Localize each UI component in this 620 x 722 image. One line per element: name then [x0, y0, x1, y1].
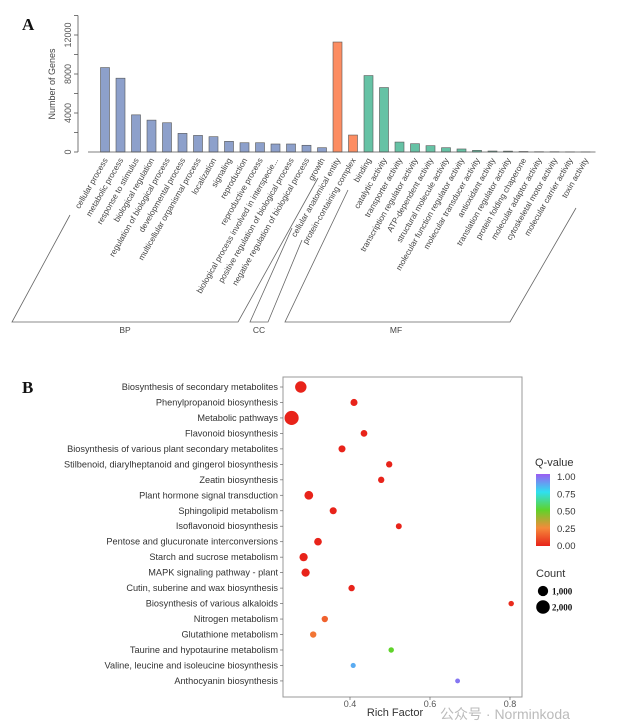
- bar-bp: [286, 143, 296, 153]
- pathway-label: Flavonoid biosynthesis: [185, 428, 278, 438]
- group-bracket: [249, 227, 303, 323]
- group-label: MF: [390, 325, 402, 335]
- pathway-label: Glutathione metabolism: [181, 630, 278, 640]
- bar-bp: [177, 133, 188, 153]
- y-tick-label: 4000: [63, 103, 73, 123]
- y-tick-label: 0: [63, 149, 73, 154]
- pathway-label: Zeatin biosynthesis: [199, 475, 278, 485]
- pathway-point: [295, 381, 307, 393]
- panel-label-a: A: [22, 15, 35, 34]
- pathway-label: Starch and sucrose metabolism: [149, 552, 278, 562]
- y-axis-title: Number of Genes: [47, 48, 57, 120]
- pathway-label: Cutin, suberine and wax biosynthesis: [126, 583, 278, 593]
- pathway-point: [388, 647, 394, 653]
- pathway-point: [386, 461, 393, 468]
- group-bracket: [284, 189, 577, 323]
- pathway-label: Isoflavonoid biosynthesis: [176, 521, 279, 531]
- bar-bp: [131, 114, 141, 153]
- pathway-label: Metabolic pathways: [197, 413, 278, 423]
- bar-bp: [301, 144, 312, 153]
- pathway-label: Phenylpropanoid biosynthesis: [156, 397, 278, 407]
- bar-bp: [208, 136, 219, 153]
- bar-bp: [146, 119, 157, 153]
- bar-mf: [394, 141, 405, 153]
- pathway-point: [310, 631, 317, 638]
- pathway-point: [321, 615, 328, 623]
- y-tick-label: 12000: [63, 22, 73, 47]
- bar-mf: [425, 145, 436, 153]
- x-axis-title: Rich Factor: [367, 707, 424, 719]
- bar-bp: [255, 142, 265, 153]
- pathway-point: [284, 410, 299, 426]
- x-tick-label: 0.8: [504, 699, 517, 709]
- pathway-label: Nitrogen metabolism: [194, 614, 279, 624]
- pathway-label: Valine, leucine and isoleucine biosynthe…: [105, 660, 279, 670]
- color-legend-tick: 1.00: [557, 472, 576, 483]
- color-legend-tick: 0.50: [557, 507, 576, 518]
- pathway-point: [348, 584, 355, 592]
- bar-mf: [410, 143, 420, 153]
- pathway-point: [508, 600, 514, 607]
- bar-bp: [162, 122, 172, 153]
- pathway-point: [350, 398, 358, 407]
- pathway-label: Taurine and hypotaurine metabolism: [130, 645, 278, 655]
- bar-bp: [115, 77, 126, 153]
- size-legend-dot: [537, 585, 549, 597]
- pathway-label: MAPK signaling pathway - plant: [148, 568, 278, 578]
- pathway-point: [360, 430, 368, 437]
- size-legend-label: 1,000: [552, 587, 573, 597]
- bar-cc: [332, 41, 343, 153]
- pathway-label: Anthocyanin biosynthesis: [174, 676, 278, 686]
- pathway-point: [378, 476, 385, 483]
- pathway-label: Biosynthesis of various plant secondary …: [67, 444, 278, 454]
- bar-cc: [348, 134, 358, 153]
- pathway-point: [301, 568, 310, 577]
- pathway-point: [350, 662, 356, 669]
- bar-mf: [363, 75, 374, 153]
- pathway-label: Sphingolipid metabolism: [178, 506, 278, 516]
- bar-mf: [379, 87, 389, 153]
- pathway-point: [304, 490, 314, 500]
- group-bracket: [11, 177, 319, 323]
- x-tick-label: 0.4: [344, 699, 357, 709]
- bar-bp: [193, 135, 203, 153]
- pathway-label: Biosynthesis of various alkaloids: [146, 599, 279, 609]
- bar-mf: [456, 148, 467, 153]
- color-legend-tick: 0.00: [557, 541, 576, 552]
- pathway-point: [299, 553, 308, 562]
- panel-label-b: B: [22, 378, 33, 397]
- bar-bp: [239, 142, 250, 153]
- size-legend-label: 2,000: [552, 603, 573, 613]
- pathway-label: Pentose and glucuronate interconversions: [106, 537, 278, 547]
- pathway-point: [338, 445, 346, 453]
- pathway-label: Biosynthesis of secondary metabolites: [122, 382, 279, 392]
- color-legend-tick: 0.25: [557, 524, 576, 535]
- pathway-point: [395, 523, 402, 530]
- bubble-chart-kegg: Biosynthesis of secondary metabolites Phe…: [64, 376, 576, 719]
- pathway-point: [329, 507, 337, 515]
- plot-frame: [282, 376, 523, 698]
- bar-bp: [100, 67, 110, 153]
- pathway-label: Plant hormone signal transduction: [139, 490, 278, 500]
- color-legend-tick: 0.75: [557, 489, 576, 500]
- color-bar: [536, 474, 550, 546]
- bar-bp: [224, 141, 234, 153]
- bar-bp: [270, 143, 281, 153]
- pathway-label: Stilbenoid, diarylheptanoid and gingerol…: [64, 459, 278, 469]
- size-legend-dot: [536, 600, 550, 614]
- bar-bp: [317, 147, 327, 153]
- x-tick-label: 0.6: [424, 699, 437, 709]
- color-legend-title: Q-value: [535, 457, 574, 469]
- watermark: 公众号 · Norminkoda: [440, 706, 570, 722]
- group-label: BP: [119, 325, 131, 335]
- pathway-point: [314, 537, 322, 546]
- pathway-point: [455, 678, 461, 684]
- size-legend-title: Count: [536, 568, 565, 580]
- y-tick-label: 8000: [63, 64, 73, 84]
- bar-mf: [441, 147, 451, 153]
- group-label: CC: [253, 325, 265, 335]
